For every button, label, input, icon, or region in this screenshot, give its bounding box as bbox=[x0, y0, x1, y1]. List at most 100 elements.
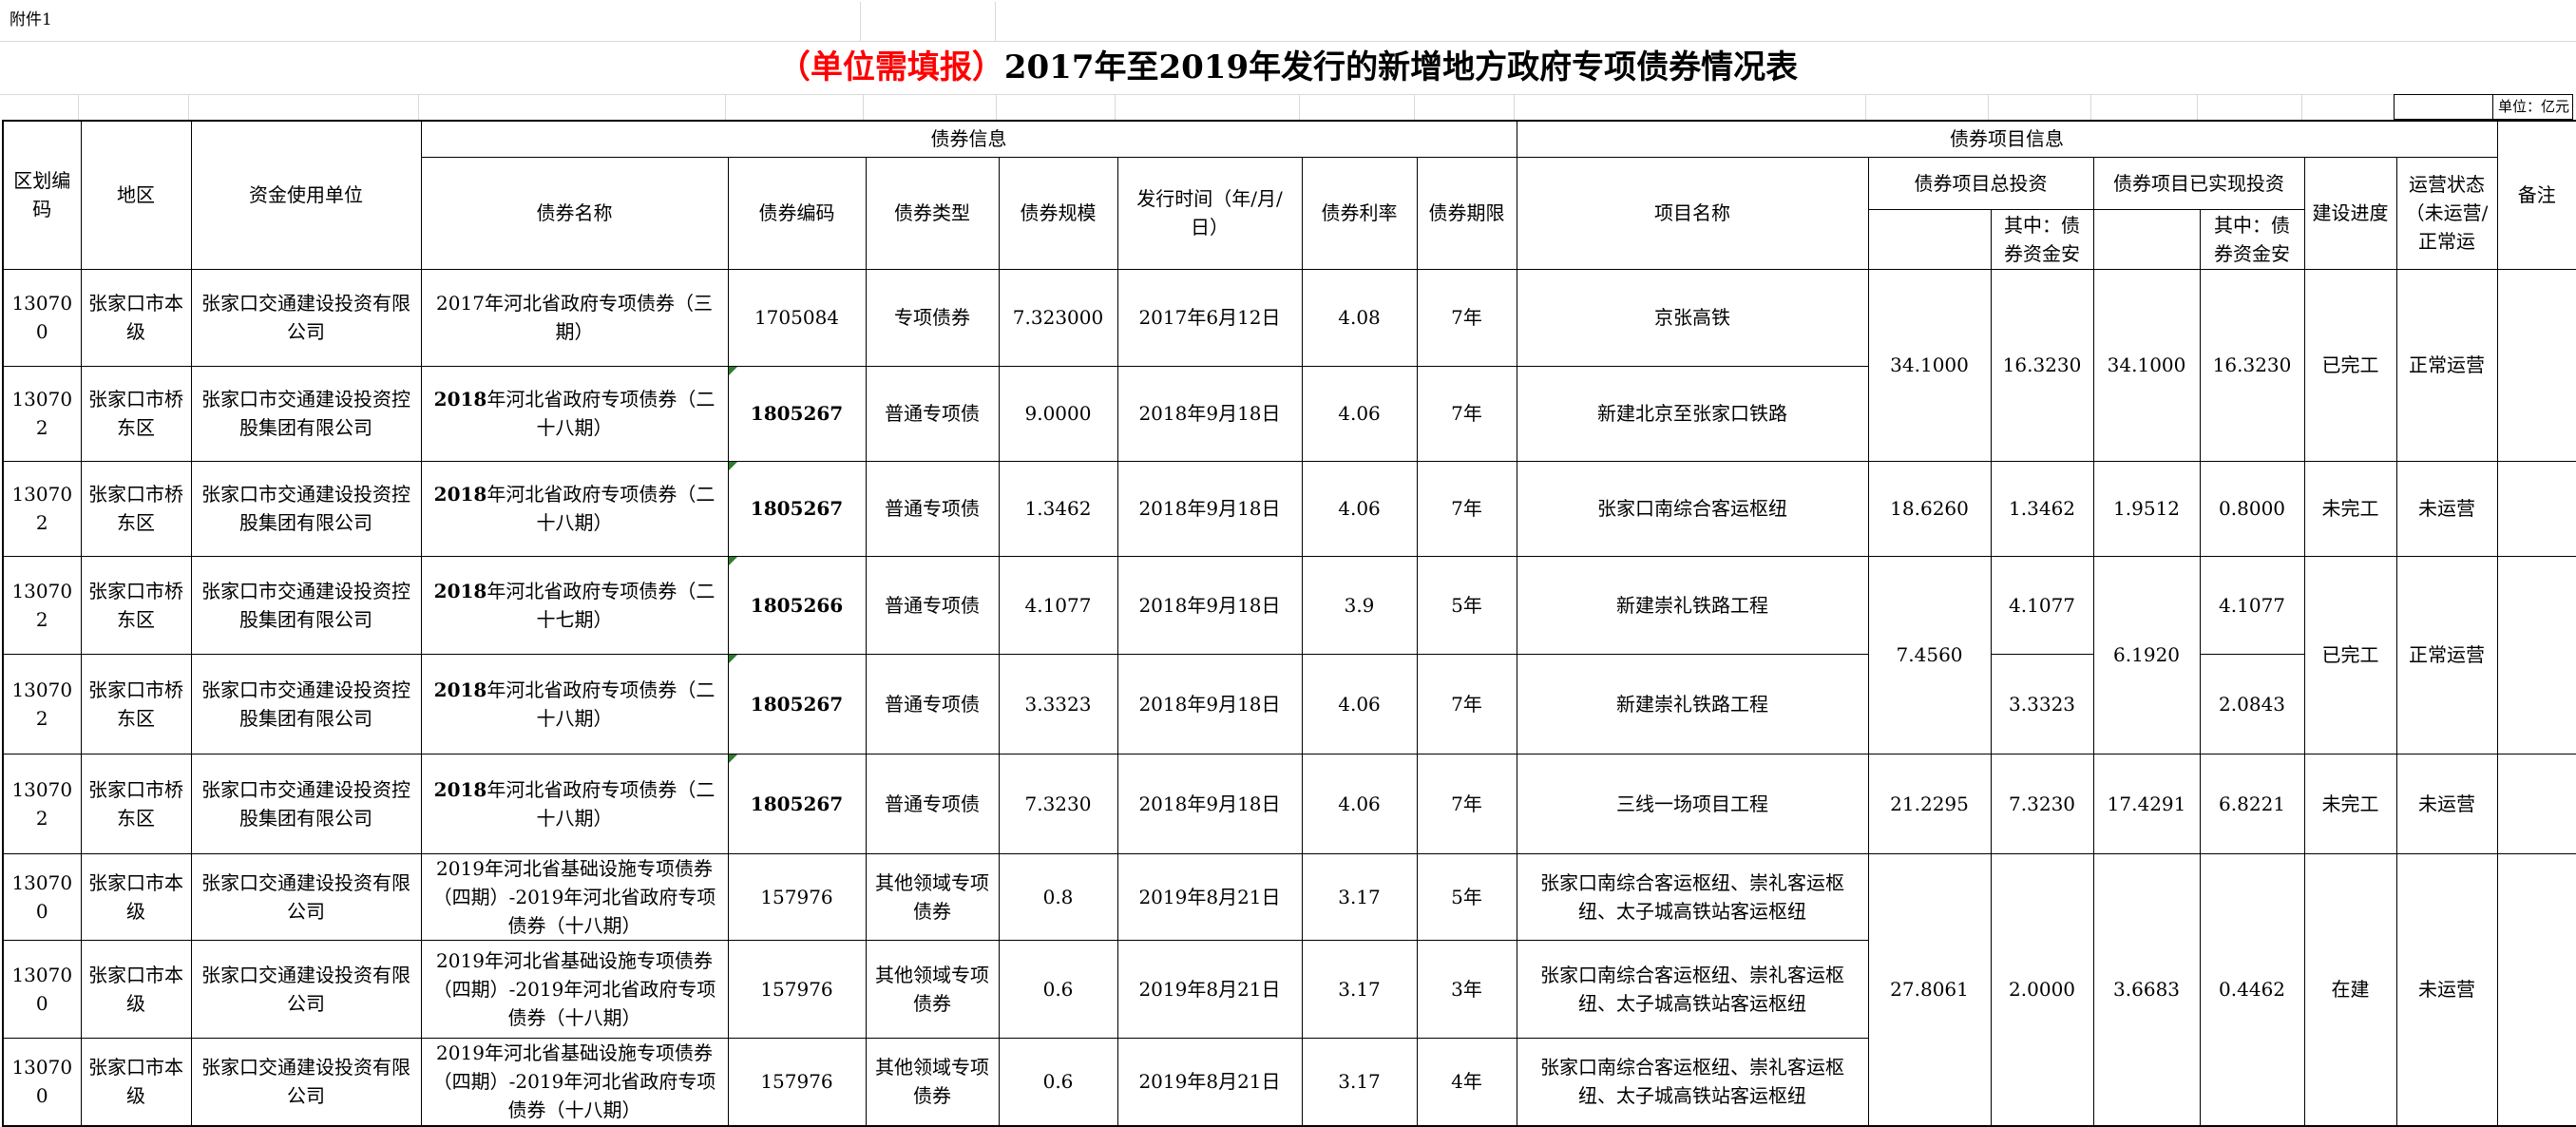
cell-realized-bond-funds[interactable]: 0.4462 bbox=[2199, 852, 2305, 1127]
cell-bond-type[interactable]: 普通专项债 bbox=[865, 753, 1000, 854]
cell-bond-code[interactable]: 157976 bbox=[727, 1037, 867, 1127]
cell-bond-code[interactable]: 1805267 bbox=[727, 653, 867, 755]
cell-bond-type[interactable]: 其他领域专项债券 bbox=[865, 939, 1000, 1039]
cell-project-name[interactable]: 三线一场项目工程 bbox=[1516, 753, 1869, 854]
cell-bond-code[interactable]: 1805266 bbox=[727, 555, 867, 655]
cell-bond-code[interactable]: 1705084 bbox=[727, 268, 867, 367]
cell-project-name[interactable]: 新建崇礼铁路工程 bbox=[1516, 653, 1869, 755]
cell-bond-scale[interactable]: 0.6 bbox=[998, 939, 1118, 1039]
cell-issue-date[interactable]: 2019年8月21日 bbox=[1116, 852, 1303, 941]
cell-construction-progress[interactable]: 已完工 bbox=[2303, 268, 2397, 462]
cell-fund-user[interactable]: 张家口交通建设投资有限公司 bbox=[190, 852, 422, 941]
cell-total-investment[interactable]: 7.4560 bbox=[1867, 555, 1992, 755]
cell-issue-date[interactable]: 2018年9月18日 bbox=[1116, 653, 1303, 755]
cell-total-investment[interactable]: 21.2295 bbox=[1867, 753, 1992, 854]
cell-construction-progress[interactable]: 在建 bbox=[2303, 852, 2397, 1127]
cell-bond-rate[interactable]: 3.17 bbox=[1301, 1037, 1418, 1127]
cell-realized-bond-funds[interactable]: 4.1077 bbox=[2199, 555, 2305, 655]
cell-bond-term[interactable]: 5年 bbox=[1416, 852, 1517, 941]
cell-bond-name[interactable]: 2018年河北省政府专项债券（二十八期） bbox=[420, 753, 729, 854]
cell-construction-progress[interactable]: 已完工 bbox=[2303, 555, 2397, 755]
cell-region[interactable]: 张家口市桥东区 bbox=[80, 653, 192, 755]
cell-bond-code[interactable]: 1805267 bbox=[727, 753, 867, 854]
cell-issue-date[interactable]: 2019年8月21日 bbox=[1116, 939, 1303, 1039]
cell-bond-code[interactable]: 157976 bbox=[727, 852, 867, 941]
cell-region-code[interactable]: 130702 bbox=[2, 365, 82, 462]
header-bond-info[interactable]: 债券信息 bbox=[420, 120, 1517, 158]
header-operation-status[interactable]: 运营状态（未运营/正常运 bbox=[2395, 156, 2498, 270]
cell-project-name[interactable]: 张家口南综合客运枢纽、崇礼客运枢纽、太子城高铁站客运枢纽 bbox=[1516, 939, 1869, 1039]
cell-bond-scale[interactable]: 3.3323 bbox=[998, 653, 1118, 755]
cell-issue-date[interactable]: 2018年9月18日 bbox=[1116, 753, 1303, 854]
cell-region[interactable]: 张家口市本级 bbox=[80, 939, 192, 1039]
cell-bond-term[interactable]: 7年 bbox=[1416, 653, 1517, 755]
header-project-name[interactable]: 项目名称 bbox=[1516, 156, 1869, 270]
cell-bond-code[interactable]: 1805267 bbox=[727, 460, 867, 557]
cell-region-code[interactable]: 130700 bbox=[2, 1037, 82, 1127]
header-bond-code[interactable]: 债券编码 bbox=[727, 156, 867, 270]
cell-fund-user[interactable]: 张家口交通建设投资有限公司 bbox=[190, 268, 422, 367]
cell-realized-bond-funds[interactable]: 2.0843 bbox=[2199, 653, 2305, 755]
cell-bond-scale[interactable]: 4.1077 bbox=[998, 555, 1118, 655]
cell-region-code[interactable]: 130702 bbox=[2, 460, 82, 557]
cell-remarks[interactable] bbox=[2496, 460, 2576, 557]
cell-bond-name[interactable]: 2019年河北省基础设施专项债券（四期）-2019年河北省政府专项债券（十八期） bbox=[420, 939, 729, 1039]
cell-bond-scale[interactable]: 1.3462 bbox=[998, 460, 1118, 557]
cell-bond-name[interactable]: 2018年河北省政府专项债券（二十八期） bbox=[420, 460, 729, 557]
cell-realized-bond-funds[interactable]: 6.8221 bbox=[2199, 753, 2305, 854]
cell-operation-status[interactable]: 未运营 bbox=[2395, 852, 2498, 1127]
cell-bond-type[interactable]: 普通专项债 bbox=[865, 460, 1000, 557]
cell-project-name[interactable]: 张家口南综合客运枢纽 bbox=[1516, 460, 1869, 557]
cell-bond-name[interactable]: 2018年河北省政府专项债券（二十七期） bbox=[420, 555, 729, 655]
header-total-investment-blank[interactable] bbox=[1867, 208, 1992, 270]
cell-remarks[interactable] bbox=[2496, 555, 2576, 755]
cell-bond-name[interactable]: 2019年河北省基础设施专项债券（四期）-2019年河北省政府专项债券（十八期） bbox=[420, 852, 729, 941]
cell-bond-term[interactable]: 4年 bbox=[1416, 1037, 1517, 1127]
cell-region-code[interactable]: 130700 bbox=[2, 268, 82, 367]
cell-realized-investment[interactable]: 3.6683 bbox=[2092, 852, 2201, 1127]
cell-bond-scale[interactable]: 7.323000 bbox=[998, 268, 1118, 367]
header-realized-investment[interactable]: 债券项目已实现投资 bbox=[2092, 156, 2305, 210]
cell-operation-status[interactable]: 未运营 bbox=[2395, 460, 2498, 557]
cell-realized-bond-funds[interactable]: 16.3230 bbox=[2199, 268, 2305, 462]
cell-bond-term[interactable]: 5年 bbox=[1416, 555, 1517, 655]
cell-region-code[interactable]: 130700 bbox=[2, 939, 82, 1039]
cell-bond-name[interactable]: 2018年河北省政府专项债券（二十八期） bbox=[420, 653, 729, 755]
cell-bond-scale[interactable]: 9.0000 bbox=[998, 365, 1118, 462]
cell-bond-type[interactable]: 普通专项债 bbox=[865, 365, 1000, 462]
cell-project-name[interactable]: 张家口南综合客运枢纽、崇礼客运枢纽、太子城高铁站客运枢纽 bbox=[1516, 1037, 1869, 1127]
cell-remarks[interactable] bbox=[2496, 852, 2576, 1127]
cell-region[interactable]: 张家口市本级 bbox=[80, 1037, 192, 1127]
cell-total-investment[interactable]: 18.6260 bbox=[1867, 460, 1992, 557]
cell-bond-rate[interactable]: 3.17 bbox=[1301, 939, 1418, 1039]
cell-project-name[interactable]: 张家口南综合客运枢纽、崇礼客运枢纽、太子城高铁站客运枢纽 bbox=[1516, 852, 1869, 941]
cell-region-code[interactable]: 130702 bbox=[2, 753, 82, 854]
cell-bond-rate[interactable]: 3.9 bbox=[1301, 555, 1418, 655]
cell-bond-name[interactable]: 2018年河北省政府专项债券（二十八期） bbox=[420, 365, 729, 462]
cell-fund-user[interactable]: 张家口市交通建设投资控股集团有限公司 bbox=[190, 555, 422, 655]
cell-bond-rate[interactable]: 4.06 bbox=[1301, 460, 1418, 557]
cell-region[interactable]: 张家口市桥东区 bbox=[80, 365, 192, 462]
cell-bond-funds[interactable]: 16.3230 bbox=[1990, 268, 2094, 462]
cell-bond-term[interactable]: 7年 bbox=[1416, 365, 1517, 462]
header-remarks[interactable]: 备注 bbox=[2496, 120, 2576, 270]
header-total-investment[interactable]: 债券项目总投资 bbox=[1867, 156, 2094, 210]
header-of-which-bond-funds-2[interactable]: 其中：债券资金安 bbox=[2199, 208, 2305, 270]
header-bond-rate[interactable]: 债券利率 bbox=[1301, 156, 1418, 270]
cell-project-name[interactable]: 新建北京至张家口铁路 bbox=[1516, 365, 1869, 462]
cell-fund-user[interactable]: 张家口市交通建设投资控股集团有限公司 bbox=[190, 753, 422, 854]
header-realized-investment-blank[interactable] bbox=[2092, 208, 2201, 270]
cell-issue-date[interactable]: 2018年9月18日 bbox=[1116, 365, 1303, 462]
cell-issue-date[interactable]: 2018年9月18日 bbox=[1116, 555, 1303, 655]
cell-bond-scale[interactable]: 7.3230 bbox=[998, 753, 1118, 854]
cell-region[interactable]: 张家口市桥东区 bbox=[80, 460, 192, 557]
cell-bond-name[interactable]: 2017年河北省政府专项债券（三期） bbox=[420, 268, 729, 367]
cell-issue-date[interactable]: 2017年6月12日 bbox=[1116, 268, 1303, 367]
cell-bond-funds[interactable]: 4.1077 bbox=[1990, 555, 2094, 655]
cell-issue-date[interactable]: 2019年8月21日 bbox=[1116, 1037, 1303, 1127]
cell-region-code[interactable]: 130702 bbox=[2, 555, 82, 655]
cell-bond-rate[interactable]: 4.06 bbox=[1301, 365, 1418, 462]
cell-operation-status[interactable]: 未运营 bbox=[2395, 753, 2498, 854]
cell-bond-term[interactable]: 7年 bbox=[1416, 460, 1517, 557]
header-fund-user[interactable]: 资金使用单位 bbox=[190, 120, 422, 270]
